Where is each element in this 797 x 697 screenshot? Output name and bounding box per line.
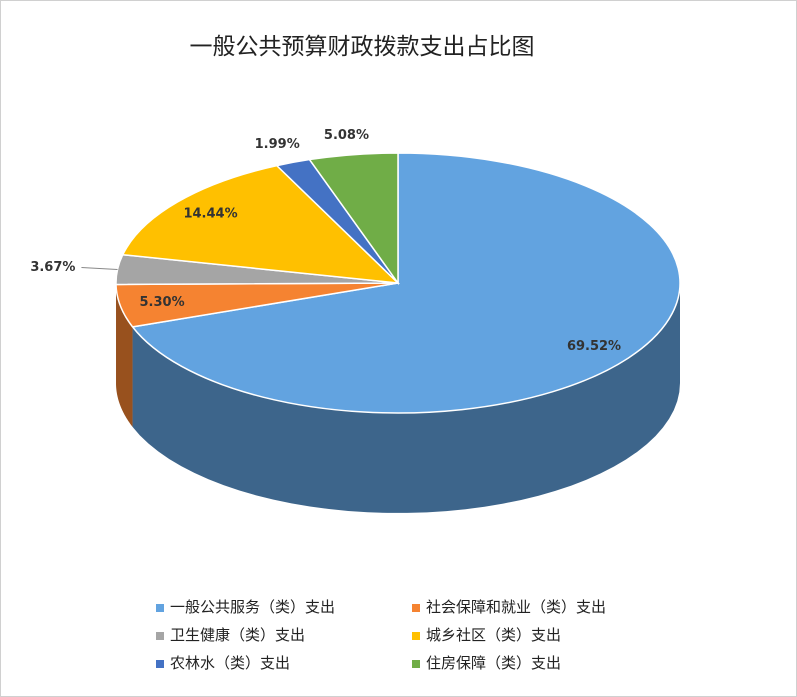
legend-label: 卫生健康（类）支出 [170, 626, 305, 644]
value-label: 1.99% [255, 137, 300, 152]
legend-swatch [412, 660, 420, 668]
value-label: 5.08% [324, 128, 369, 143]
slice-top [308, 152, 399, 286]
slice-top [121, 164, 401, 284]
legend-swatch [156, 604, 164, 612]
leader-line [81, 266, 118, 271]
slice [131, 152, 681, 513]
slice [121, 164, 401, 284]
legend-swatch [412, 632, 420, 640]
slice-side [132, 283, 681, 513]
legend-label: 一般公共服务（类）支出 [170, 598, 335, 616]
legend-label: 城乡社区（类）支出 [426, 626, 561, 644]
legend-swatch [156, 632, 164, 640]
legend-swatch [156, 660, 164, 668]
slice [115, 282, 399, 427]
chart-title: 一般公共预算财政拨款支出占比图 [190, 34, 535, 60]
legend-label: 社会保障和就业（类）支出 [426, 598, 606, 616]
value-label: 14.44% [183, 207, 237, 222]
value-label: 3.67% [30, 260, 75, 275]
legend-label: 住房保障（类）支出 [426, 654, 561, 672]
slice [308, 152, 399, 286]
legend-label: 农林水（类）支出 [170, 654, 290, 672]
slice-top [131, 152, 681, 414]
value-label: 69.52% [567, 339, 621, 354]
slice-side [116, 284, 133, 427]
value-label: 5.30% [140, 295, 185, 310]
legend-swatch [412, 604, 420, 612]
